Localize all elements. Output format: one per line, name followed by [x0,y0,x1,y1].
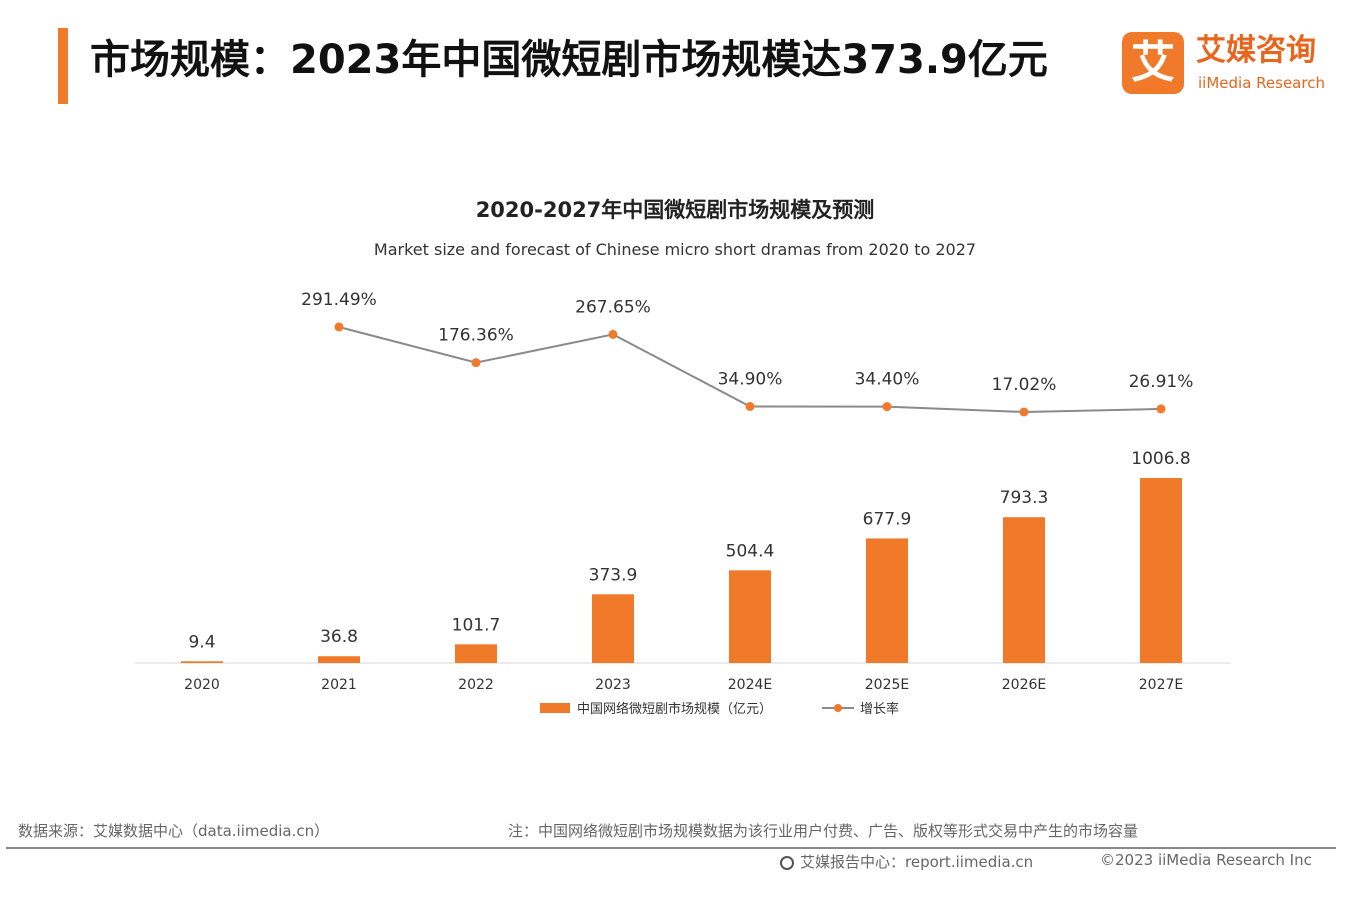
legend-line-marker [834,704,842,712]
growth-point-2023 [608,329,618,339]
logo-english-name: iiMedia Research [1198,74,1325,92]
logo-mark-icon: 艾 [1122,32,1184,94]
bar-2025E [866,538,908,663]
footer-note: 注：中国网络微短剧市场规模数据为该行业用户付费、广告、版权等形式交易中产生的市场… [508,822,1139,840]
growth-label-2025E: 34.40% [855,370,920,390]
bar-label-2027E: 1006.8 [1131,449,1190,469]
footer-copyright: ©2023 iiMedia Research Inc [1100,851,1312,869]
x-tick-2022: 2022 [458,677,494,693]
bar-2020 [181,661,223,663]
footer-source: 数据来源：艾媒数据中心（data.iimedia.cn） [18,822,330,840]
bar-2026E [1003,517,1045,663]
legend-bar-label: 中国网络微短剧市场规模（亿元） [577,701,772,717]
logo-chinese-name: 艾媒咨询 [1196,33,1316,68]
footer-report-link[interactable]: 艾媒报告中心：report.iimedia.cn [780,851,1033,872]
x-tick-2020: 2020 [184,677,220,693]
bar-2024E [729,570,771,663]
x-tick-2021: 2021 [321,677,357,693]
x-tick-2025E: 2025E [865,677,909,693]
x-tick-2024E: 2024E [728,677,772,693]
bar-2021 [318,656,360,663]
bar-2027E [1140,478,1182,663]
legend-bar-swatch [540,703,570,713]
chart-legend: 中国网络微短剧市场规模（亿元） 增长率 [540,701,899,717]
x-tick-2026E: 2026E [1002,677,1046,693]
globe-icon [780,856,794,870]
bar-2022 [455,644,497,663]
iimedia-logo[interactable]: 艾 艾媒咨询 iiMedia Research [1122,32,1352,98]
bar-label-2021: 36.8 [320,627,358,647]
growth-point-2022 [471,358,481,368]
page-title: 市场规模：2023年中国微短剧市场规模达373.9亿元 [90,37,1048,83]
bar-label-2020: 9.4 [188,632,215,652]
growth-label-2022: 176.36% [438,326,514,346]
bar-label-2022: 101.7 [452,615,501,635]
growth-point-2026E [1019,407,1029,417]
footer-report-text: 艾媒报告中心：report.iimedia.cn [800,853,1034,871]
growth-label-2026E: 17.02% [992,375,1057,395]
x-tick-2023: 2023 [595,677,631,693]
growth-label-2027E: 26.91% [1129,372,1194,392]
growth-label-2024E: 34.90% [718,369,783,389]
bar-2023 [592,594,634,663]
growth-point-2027E [1156,404,1166,414]
x-tick-2027E: 2027E [1139,677,1183,693]
bar-label-2026E: 793.3 [1000,488,1049,508]
bar-label-2024E: 504.4 [726,541,775,561]
chart-subtitle: Market size and forecast of Chinese micr… [374,240,976,259]
bar-label-2023: 373.9 [589,565,638,585]
chart-title: 2020-2027年中国微短剧市场规模及预测 [476,198,875,222]
growth-point-2021 [334,322,344,332]
legend-line-label: 增长率 [860,701,899,717]
growth-label-2023: 267.65% [575,297,651,317]
footer-divider [6,847,1336,849]
growth-point-2024E [745,401,755,411]
title-accent-bar [58,28,68,104]
market-size-chart: 2020-2027年中国微短剧市场规模及预测 Market size and f… [135,198,1230,717]
bar-label-2025E: 677.9 [863,509,912,529]
growth-point-2025E [882,402,892,412]
growth-label-2021: 291.49% [301,290,377,310]
